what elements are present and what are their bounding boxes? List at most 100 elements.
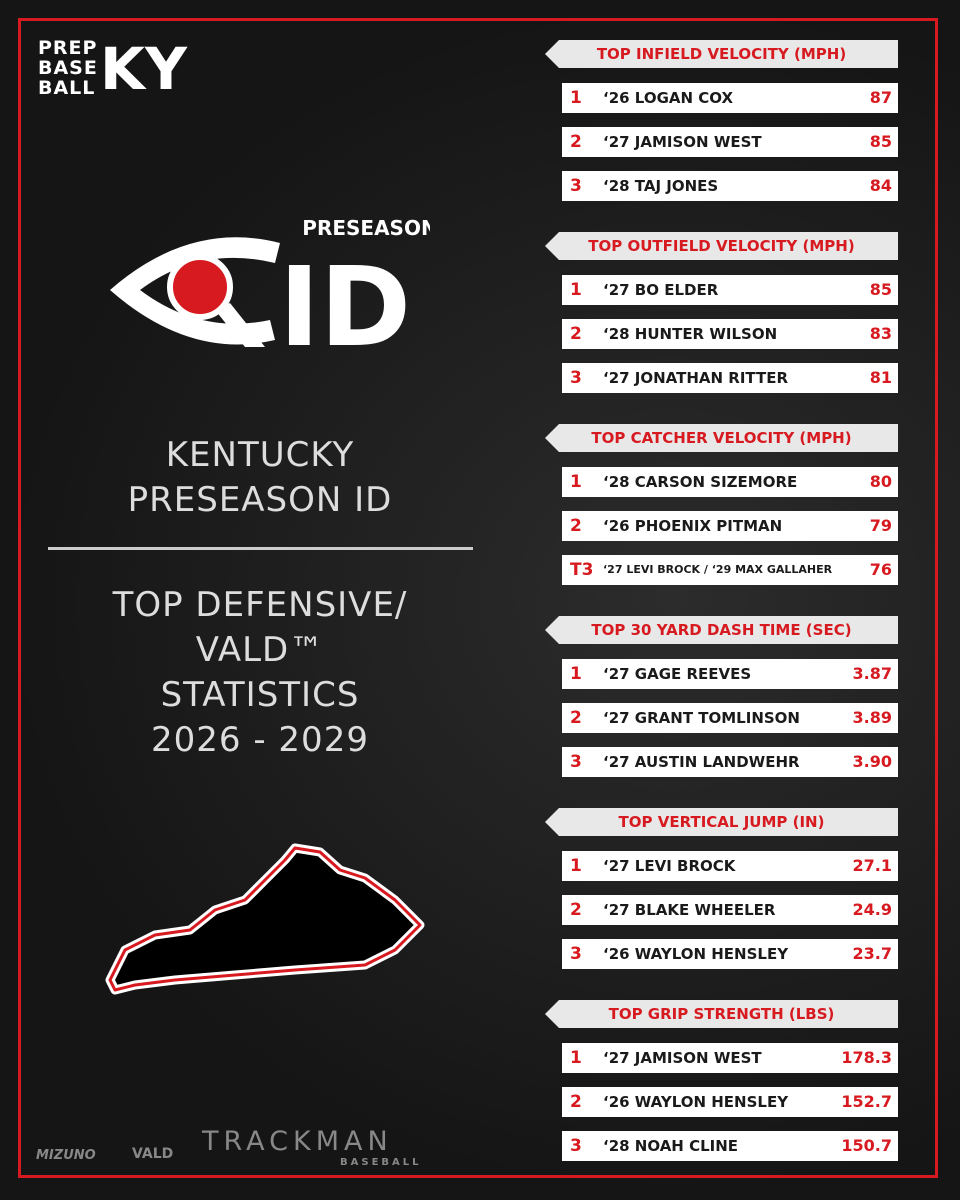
stat-row: 3 ‘26 WAYLON HENSLEY 23.7 <box>562 939 898 969</box>
title-line: PRESEASON ID <box>127 480 393 520</box>
section-header: TOP OUTFIELD VELOCITY (MPH) <box>545 232 898 260</box>
stat-row: 1 ‘27 GAGE REEVES 3.87 <box>562 659 898 689</box>
player: ‘27 GAGE REEVES <box>603 665 752 683</box>
rank: 3 <box>570 752 582 772</box>
player: ‘26 LOGAN COX <box>603 89 734 107</box>
stat-value: 83 <box>869 324 892 343</box>
title-line: KENTUCKY <box>165 435 355 475</box>
rank: 2 <box>570 516 582 536</box>
rank: 2 <box>570 132 582 152</box>
rank: 2 <box>570 324 582 344</box>
kentucky-map <box>105 843 425 995</box>
state-shape <box>105 843 425 995</box>
stat-value: 3.87 <box>852 664 892 683</box>
stat-row: 3 ‘27 JONATHAN RITTER 81 <box>562 363 898 393</box>
player: ‘27 BLAKE WHEELER <box>603 901 776 919</box>
rank: T3 <box>570 560 594 580</box>
stat-value: 87 <box>869 88 892 107</box>
player: ‘27 JONATHAN RITTER <box>603 369 789 387</box>
stat-value: 85 <box>869 132 892 151</box>
rank: 1 <box>570 856 582 876</box>
player: ‘26 PHOENIX PITMAN <box>603 517 783 535</box>
stat-value: 85 <box>869 280 892 299</box>
rank: 3 <box>570 176 582 196</box>
rank: 1 <box>570 88 582 108</box>
player: ‘27 LEVI BROCK / ‘29 MAX GALLAHER <box>603 563 833 576</box>
frame <box>18 18 938 1178</box>
player: ‘26 WAYLON HENSLEY <box>603 1093 789 1111</box>
sponsor: MIZUNO <box>36 1148 96 1163</box>
rank: 3 <box>570 368 582 388</box>
ball-trail <box>215 303 265 347</box>
stat-row: 1 ‘27 BO ELDER 85 <box>562 275 898 305</box>
section-header: TOP INFIELD VELOCITY (MPH) <box>545 40 898 68</box>
stat-value: 3.90 <box>852 752 892 771</box>
rank: 1 <box>570 1048 582 1068</box>
rank: 2 <box>570 708 582 728</box>
brand-line: PREP <box>38 37 98 59</box>
stat-value: 79 <box>869 516 892 535</box>
stats-title: TOP DEFENSIVE/ VALD™ STATISTICS 2026 - 2… <box>40 583 480 763</box>
eye-shape <box>110 237 280 345</box>
state-outline <box>108 846 422 992</box>
stat-value: 24.9 <box>852 900 892 919</box>
stat-value: 3.89 <box>852 708 892 727</box>
brand: PREP BASE BALL <box>38 38 98 98</box>
title-line: 2026 - 2029 <box>151 720 369 760</box>
sponsor-sub: BASEBALL <box>340 1157 422 1168</box>
stat-row: 2 ‘28 HUNTER WILSON 83 <box>562 319 898 349</box>
stat-row: 1 ‘26 LOGAN COX 87 <box>562 83 898 113</box>
player: ‘28 HUNTER WILSON <box>603 325 778 343</box>
stat-value: 27.1 <box>852 856 892 875</box>
player: ‘27 JAMISON WEST <box>603 133 762 151</box>
stat-row: 2 ‘27 GRANT TOMLINSON 3.89 <box>562 703 898 733</box>
rank: 2 <box>570 900 582 920</box>
stat-value: 76 <box>869 560 892 579</box>
rank: 1 <box>570 664 582 684</box>
player: ‘28 NOAH CLINE <box>603 1137 739 1155</box>
stat-row: 3 ‘27 AUSTIN LANDWEHR 3.90 <box>562 747 898 777</box>
stat-row: 1 ‘27 JAMISON WEST 178.3 <box>562 1043 898 1073</box>
section-header: TOP 30 YARD DASH TIME (SEC) <box>545 616 898 644</box>
rank: 1 <box>570 472 582 492</box>
player: ‘27 GRANT TOMLINSON <box>603 709 800 727</box>
stat-value: 81 <box>869 368 892 387</box>
player: ‘28 TAJ JONES <box>603 177 719 195</box>
sponsor: VALD <box>132 1146 174 1162</box>
player: ‘27 AUSTIN LANDWEHR <box>603 753 800 771</box>
logo-main: ID <box>279 243 411 355</box>
stat-row: 2 ‘27 BLAKE WHEELER 24.9 <box>562 895 898 925</box>
stat-row: 1 ‘28 CARSON SIZEMORE 80 <box>562 467 898 497</box>
event-logo: PRESEASON ID <box>110 216 430 355</box>
rank: 3 <box>570 1136 582 1156</box>
stat-row: 2 ‘26 WAYLON HENSLEY 152.7 <box>562 1087 898 1117</box>
ball <box>167 254 233 320</box>
brand-state: KY <box>100 35 187 103</box>
stat-value: 80 <box>869 472 892 491</box>
stat-value: 23.7 <box>852 944 892 963</box>
section-header: TOP VERTICAL JUMP (IN) <box>545 808 898 836</box>
player: ‘27 BO ELDER <box>603 281 719 299</box>
section-header: TOP CATCHER VELOCITY (MPH) <box>545 424 898 452</box>
sponsor: TRACKMAN <box>202 1126 393 1157</box>
event-title: KENTUCKY PRESEASON ID <box>40 433 480 523</box>
section-header: TOP GRIP STRENGTH (LBS) <box>545 1000 898 1028</box>
brand-line: BALL <box>38 77 96 99</box>
stat-value: 152.7 <box>841 1092 892 1111</box>
stat-row: 2 ‘27 JAMISON WEST 85 <box>562 127 898 157</box>
rank: 3 <box>570 944 582 964</box>
stat-value: 84 <box>869 176 892 195</box>
rank: 2 <box>570 1092 582 1112</box>
logo-top: PRESEASON <box>302 216 430 240</box>
stat-row: 3 ‘28 TAJ JONES 84 <box>562 171 898 201</box>
title-line: VALD™ <box>195 630 325 670</box>
stat-row: 2 ‘26 PHOENIX PITMAN 79 <box>562 511 898 541</box>
player: ‘26 WAYLON HENSLEY <box>603 945 789 963</box>
player: ‘27 LEVI BROCK <box>603 857 736 875</box>
stat-row: T3 ‘27 LEVI BROCK / ‘29 MAX GALLAHER 76 <box>562 555 898 585</box>
player: ‘27 JAMISON WEST <box>603 1049 762 1067</box>
rank: 1 <box>570 280 582 300</box>
stat-value: 178.3 <box>841 1048 892 1067</box>
stat-row: 3 ‘28 NOAH CLINE 150.7 <box>562 1131 898 1161</box>
